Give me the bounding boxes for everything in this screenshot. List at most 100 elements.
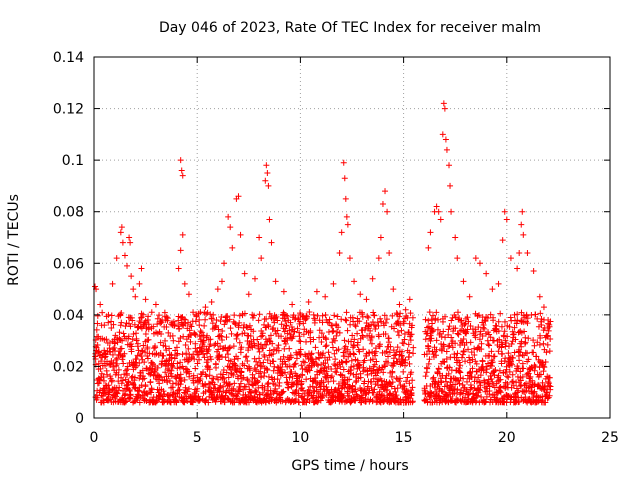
data-point bbox=[162, 343, 169, 350]
data-point bbox=[365, 314, 372, 321]
data-point bbox=[266, 310, 273, 317]
data-point bbox=[234, 355, 241, 362]
data-point bbox=[144, 355, 151, 362]
data-point bbox=[486, 352, 493, 359]
data-point bbox=[540, 362, 547, 369]
data-point bbox=[220, 383, 227, 390]
data-point bbox=[166, 357, 173, 364]
data-point bbox=[119, 353, 126, 360]
data-point bbox=[357, 374, 364, 381]
data-point bbox=[211, 342, 218, 349]
data-point bbox=[204, 309, 211, 316]
data-point bbox=[197, 309, 204, 316]
data-point bbox=[203, 373, 210, 380]
data-point bbox=[472, 255, 479, 262]
data-point bbox=[440, 328, 447, 335]
data-point bbox=[94, 320, 101, 327]
data-point bbox=[204, 348, 211, 355]
data-point bbox=[344, 346, 351, 353]
data-point bbox=[192, 318, 199, 325]
data-point bbox=[286, 363, 293, 370]
data-point bbox=[464, 326, 471, 333]
data-point bbox=[262, 177, 269, 184]
data-point bbox=[463, 386, 470, 393]
data-point bbox=[518, 338, 525, 345]
data-point bbox=[425, 317, 432, 324]
data-point bbox=[136, 280, 143, 287]
data-point bbox=[489, 286, 496, 293]
data-point bbox=[507, 255, 514, 262]
data-point bbox=[223, 369, 230, 376]
data-point bbox=[124, 262, 131, 269]
data-point bbox=[442, 136, 449, 143]
data-point bbox=[429, 328, 436, 335]
data-point bbox=[196, 322, 203, 329]
data-point bbox=[454, 350, 461, 357]
data-point bbox=[271, 363, 278, 370]
data-point bbox=[300, 395, 307, 402]
data-point bbox=[287, 319, 294, 326]
data-point bbox=[257, 341, 264, 348]
data-point bbox=[502, 339, 509, 346]
data-point bbox=[222, 354, 229, 361]
data-point bbox=[282, 318, 289, 325]
y-tick-label: 0 bbox=[75, 411, 84, 427]
data-point bbox=[207, 311, 214, 318]
data-point bbox=[322, 360, 329, 367]
data-point bbox=[170, 337, 177, 344]
data-point bbox=[282, 340, 289, 347]
data-point bbox=[154, 364, 161, 371]
data-point bbox=[408, 369, 415, 376]
data-point bbox=[169, 392, 176, 399]
data-point bbox=[212, 360, 219, 367]
data-point bbox=[143, 390, 150, 397]
data-point bbox=[261, 353, 268, 360]
data-point bbox=[433, 352, 440, 359]
data-point bbox=[382, 319, 389, 326]
data-point bbox=[278, 321, 285, 328]
data-point bbox=[359, 311, 366, 318]
data-point bbox=[372, 345, 379, 352]
data-point bbox=[166, 393, 173, 400]
data-point bbox=[328, 373, 335, 380]
data-point bbox=[177, 247, 184, 254]
data-point bbox=[275, 347, 282, 354]
data-point bbox=[327, 389, 334, 396]
data-point bbox=[524, 350, 531, 357]
data-point bbox=[121, 350, 128, 357]
data-point bbox=[484, 314, 491, 321]
data-point bbox=[487, 311, 494, 318]
data-point bbox=[422, 316, 429, 323]
axis-ticks: 0 5 10 15 20 25 0 0.02 0.04 0.06 0.08 0.1 0.12 0.14 bbox=[53, 50, 619, 446]
data-point bbox=[190, 351, 197, 358]
data-point bbox=[338, 316, 345, 323]
data-point bbox=[460, 375, 467, 382]
data-point bbox=[541, 385, 548, 392]
data-point bbox=[206, 366, 213, 373]
data-point bbox=[244, 376, 251, 383]
data-point bbox=[305, 298, 312, 305]
data-point bbox=[128, 273, 135, 280]
data-point bbox=[321, 364, 328, 371]
data-point bbox=[472, 326, 479, 333]
data-point bbox=[435, 316, 442, 323]
data-point bbox=[525, 370, 532, 377]
data-point bbox=[97, 301, 104, 308]
data-point bbox=[362, 324, 369, 331]
data-point bbox=[382, 188, 389, 195]
data-point bbox=[320, 350, 327, 357]
data-point bbox=[144, 344, 151, 351]
data-point bbox=[228, 330, 235, 337]
data-point bbox=[321, 365, 328, 372]
data-point bbox=[201, 354, 208, 361]
data-point bbox=[263, 341, 270, 348]
data-point bbox=[475, 324, 482, 331]
data-point bbox=[327, 374, 334, 381]
data-point bbox=[173, 344, 180, 351]
data-point bbox=[314, 312, 321, 319]
data-point bbox=[527, 373, 534, 380]
data-point bbox=[332, 368, 339, 375]
data-point bbox=[220, 371, 227, 378]
data-point bbox=[391, 352, 398, 359]
data-point bbox=[115, 366, 122, 373]
